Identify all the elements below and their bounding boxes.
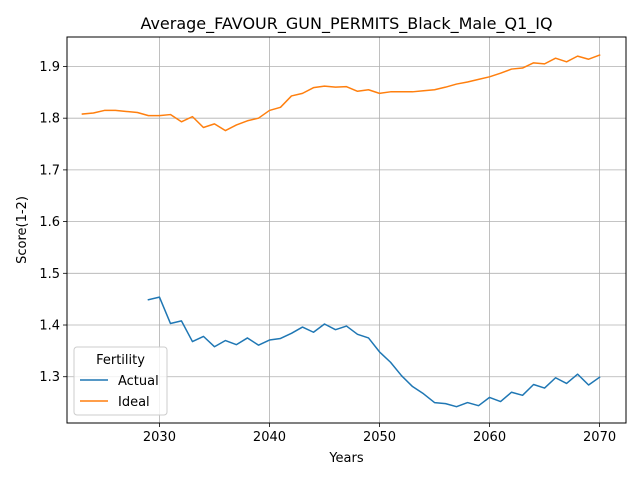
- legend-box: [73, 346, 168, 416]
- x-tick-label: 2040: [253, 430, 286, 445]
- y-axis-label: Score(1-2): [15, 196, 30, 264]
- x-tick-label: 2030: [143, 430, 176, 445]
- x-tick-label: 2070: [583, 430, 616, 445]
- plot-frame: [66, 36, 627, 424]
- x-axis-ticks: 2030 2040 2050 2060 2070: [143, 423, 616, 445]
- legend-label-actual: Actual: [118, 374, 159, 389]
- legend-title: Fertility: [96, 353, 145, 368]
- legend: Fertility Actual Ideal: [73, 346, 168, 416]
- y-tick-label: 1.7: [39, 163, 60, 178]
- x-tick-label: 2060: [473, 430, 506, 445]
- y-tick-label: 1.6: [39, 215, 60, 230]
- y-tick-label: 1.4: [39, 319, 60, 334]
- y-tick-label: 1.9: [39, 60, 60, 75]
- chart-title: Average_FAVOUR_GUN_PERMITS_Black_Male_Q1…: [140, 14, 552, 34]
- y-axis-ticks: 1.3 1.4 1.5 1.6 1.7 1.8 1.9: [39, 60, 67, 385]
- x-tick-label: 2050: [363, 430, 396, 445]
- grid: [67, 37, 626, 423]
- y-tick-label: 1.8: [39, 112, 60, 127]
- series-line-ideal: [81, 54, 601, 132]
- y-tick-label: 1.3: [39, 370, 60, 385]
- x-axis-label: Years: [328, 451, 364, 466]
- series-lines: [81, 54, 601, 408]
- y-tick-label: 1.5: [39, 267, 60, 282]
- legend-label-ideal: Ideal: [118, 395, 150, 410]
- series-line-actual: [147, 296, 601, 408]
